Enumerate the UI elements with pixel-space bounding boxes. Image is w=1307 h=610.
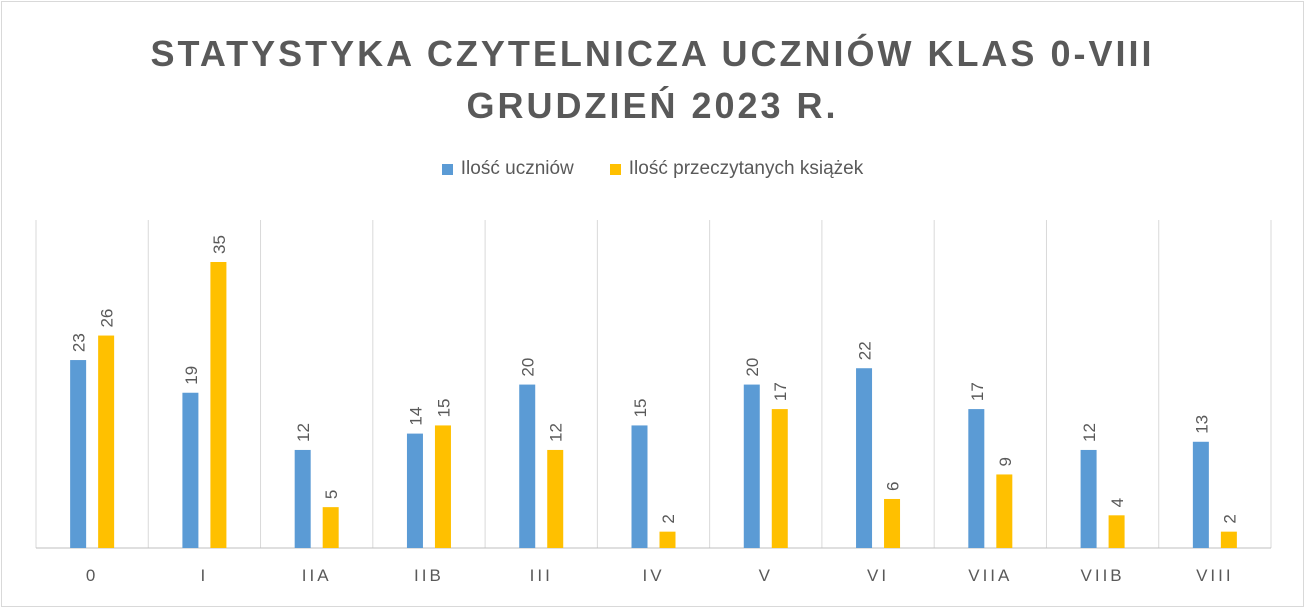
- bar-books-0: [98, 335, 115, 548]
- x-tick-label-iii: III: [530, 566, 553, 585]
- x-tick-label-iv: IV: [642, 566, 664, 585]
- data-label-books-i: 35: [210, 235, 229, 254]
- data-label-books-iia: 5: [322, 490, 341, 499]
- data-label-students-iib: 14: [406, 407, 425, 426]
- data-label-books-viib: 4: [1108, 498, 1127, 507]
- bar-students-viia: [968, 409, 985, 548]
- legend-item-books: Ilość przeczytanych książek: [609, 158, 864, 180]
- bar-students-iia: [294, 449, 311, 548]
- bar-students-viii: [1192, 441, 1209, 548]
- legend-label-books: Ilość przeczytanych książek: [628, 158, 864, 179]
- x-tick-label-v: V: [759, 566, 773, 585]
- data-label-books-viii: 2: [1220, 514, 1239, 523]
- data-label-students-viia: 17: [968, 382, 987, 401]
- bar-books-v: [771, 409, 788, 548]
- data-label-books-v: 17: [771, 382, 790, 401]
- x-tick-label-viia: VIIA: [968, 566, 1012, 585]
- bar-books-vi: [884, 498, 901, 548]
- data-label-books-0: 26: [98, 309, 117, 328]
- bar-books-iii: [547, 449, 564, 548]
- chart-title-line-2: GRUDZIEŃ 2023 R.: [466, 85, 839, 126]
- legend-swatch-students: [441, 163, 453, 175]
- bar-students-iib: [406, 433, 423, 548]
- bar-students-iv: [631, 425, 648, 548]
- bar-books-viii: [1220, 531, 1237, 548]
- x-tick-label-iib: IIB: [414, 566, 444, 585]
- bar-books-iia: [322, 507, 339, 548]
- data-label-students-vi: 22: [856, 341, 875, 360]
- data-label-books-iib: 15: [434, 399, 453, 418]
- chart-title-line-1: STATYSTYKA CZYTELNICZA UCZNIÓW KLAS 0-VI…: [150, 33, 1155, 74]
- x-tick-label-iia: IIA: [302, 566, 332, 585]
- bar-students-i: [182, 392, 199, 548]
- x-tick-label-vi: VI: [867, 566, 889, 585]
- bar-books-i: [210, 262, 227, 548]
- data-label-students-viib: 12: [1080, 423, 1099, 442]
- data-label-books-iii: 12: [547, 423, 566, 442]
- bar-students-vi: [856, 368, 873, 548]
- bar-students-v: [743, 384, 760, 548]
- bar-books-iib: [434, 425, 451, 548]
- data-label-students-viii: 13: [1192, 415, 1211, 434]
- bar-books-viia: [996, 474, 1013, 548]
- legend-item-students: Ilość uczniów: [441, 158, 574, 180]
- legend-swatch-books: [609, 163, 621, 175]
- legend-label-students: Ilość uczniów: [460, 158, 574, 179]
- data-label-students-v: 20: [743, 358, 762, 377]
- data-label-students-iia: 12: [294, 423, 313, 442]
- x-tick-label-viib: VIIB: [1081, 566, 1125, 585]
- data-label-students-iv: 15: [631, 399, 650, 418]
- data-label-books-vi: 6: [884, 482, 903, 491]
- bar-students-0: [70, 360, 87, 548]
- data-label-books-viia: 9: [996, 457, 1015, 466]
- x-tick-label-viii: VIII: [1196, 566, 1234, 585]
- bar-books-iv: [659, 531, 676, 548]
- chart-title: STATYSTYKA CZYTELNICZA UCZNIÓW KLAS 0-VI…: [0, 28, 1305, 132]
- x-tick-label-0: 0: [86, 566, 98, 585]
- chart-legend: Ilość uczniów Ilość przeczytanych książe…: [0, 158, 1305, 180]
- bar-students-viib: [1080, 449, 1097, 548]
- data-label-books-iv: 2: [659, 514, 678, 523]
- bar-books-viib: [1108, 515, 1125, 548]
- data-label-students-iii: 20: [519, 358, 538, 377]
- data-label-students-0: 23: [70, 333, 89, 352]
- bar-students-iii: [519, 384, 536, 548]
- data-label-students-i: 19: [182, 366, 201, 385]
- x-tick-label-i: I: [201, 566, 209, 585]
